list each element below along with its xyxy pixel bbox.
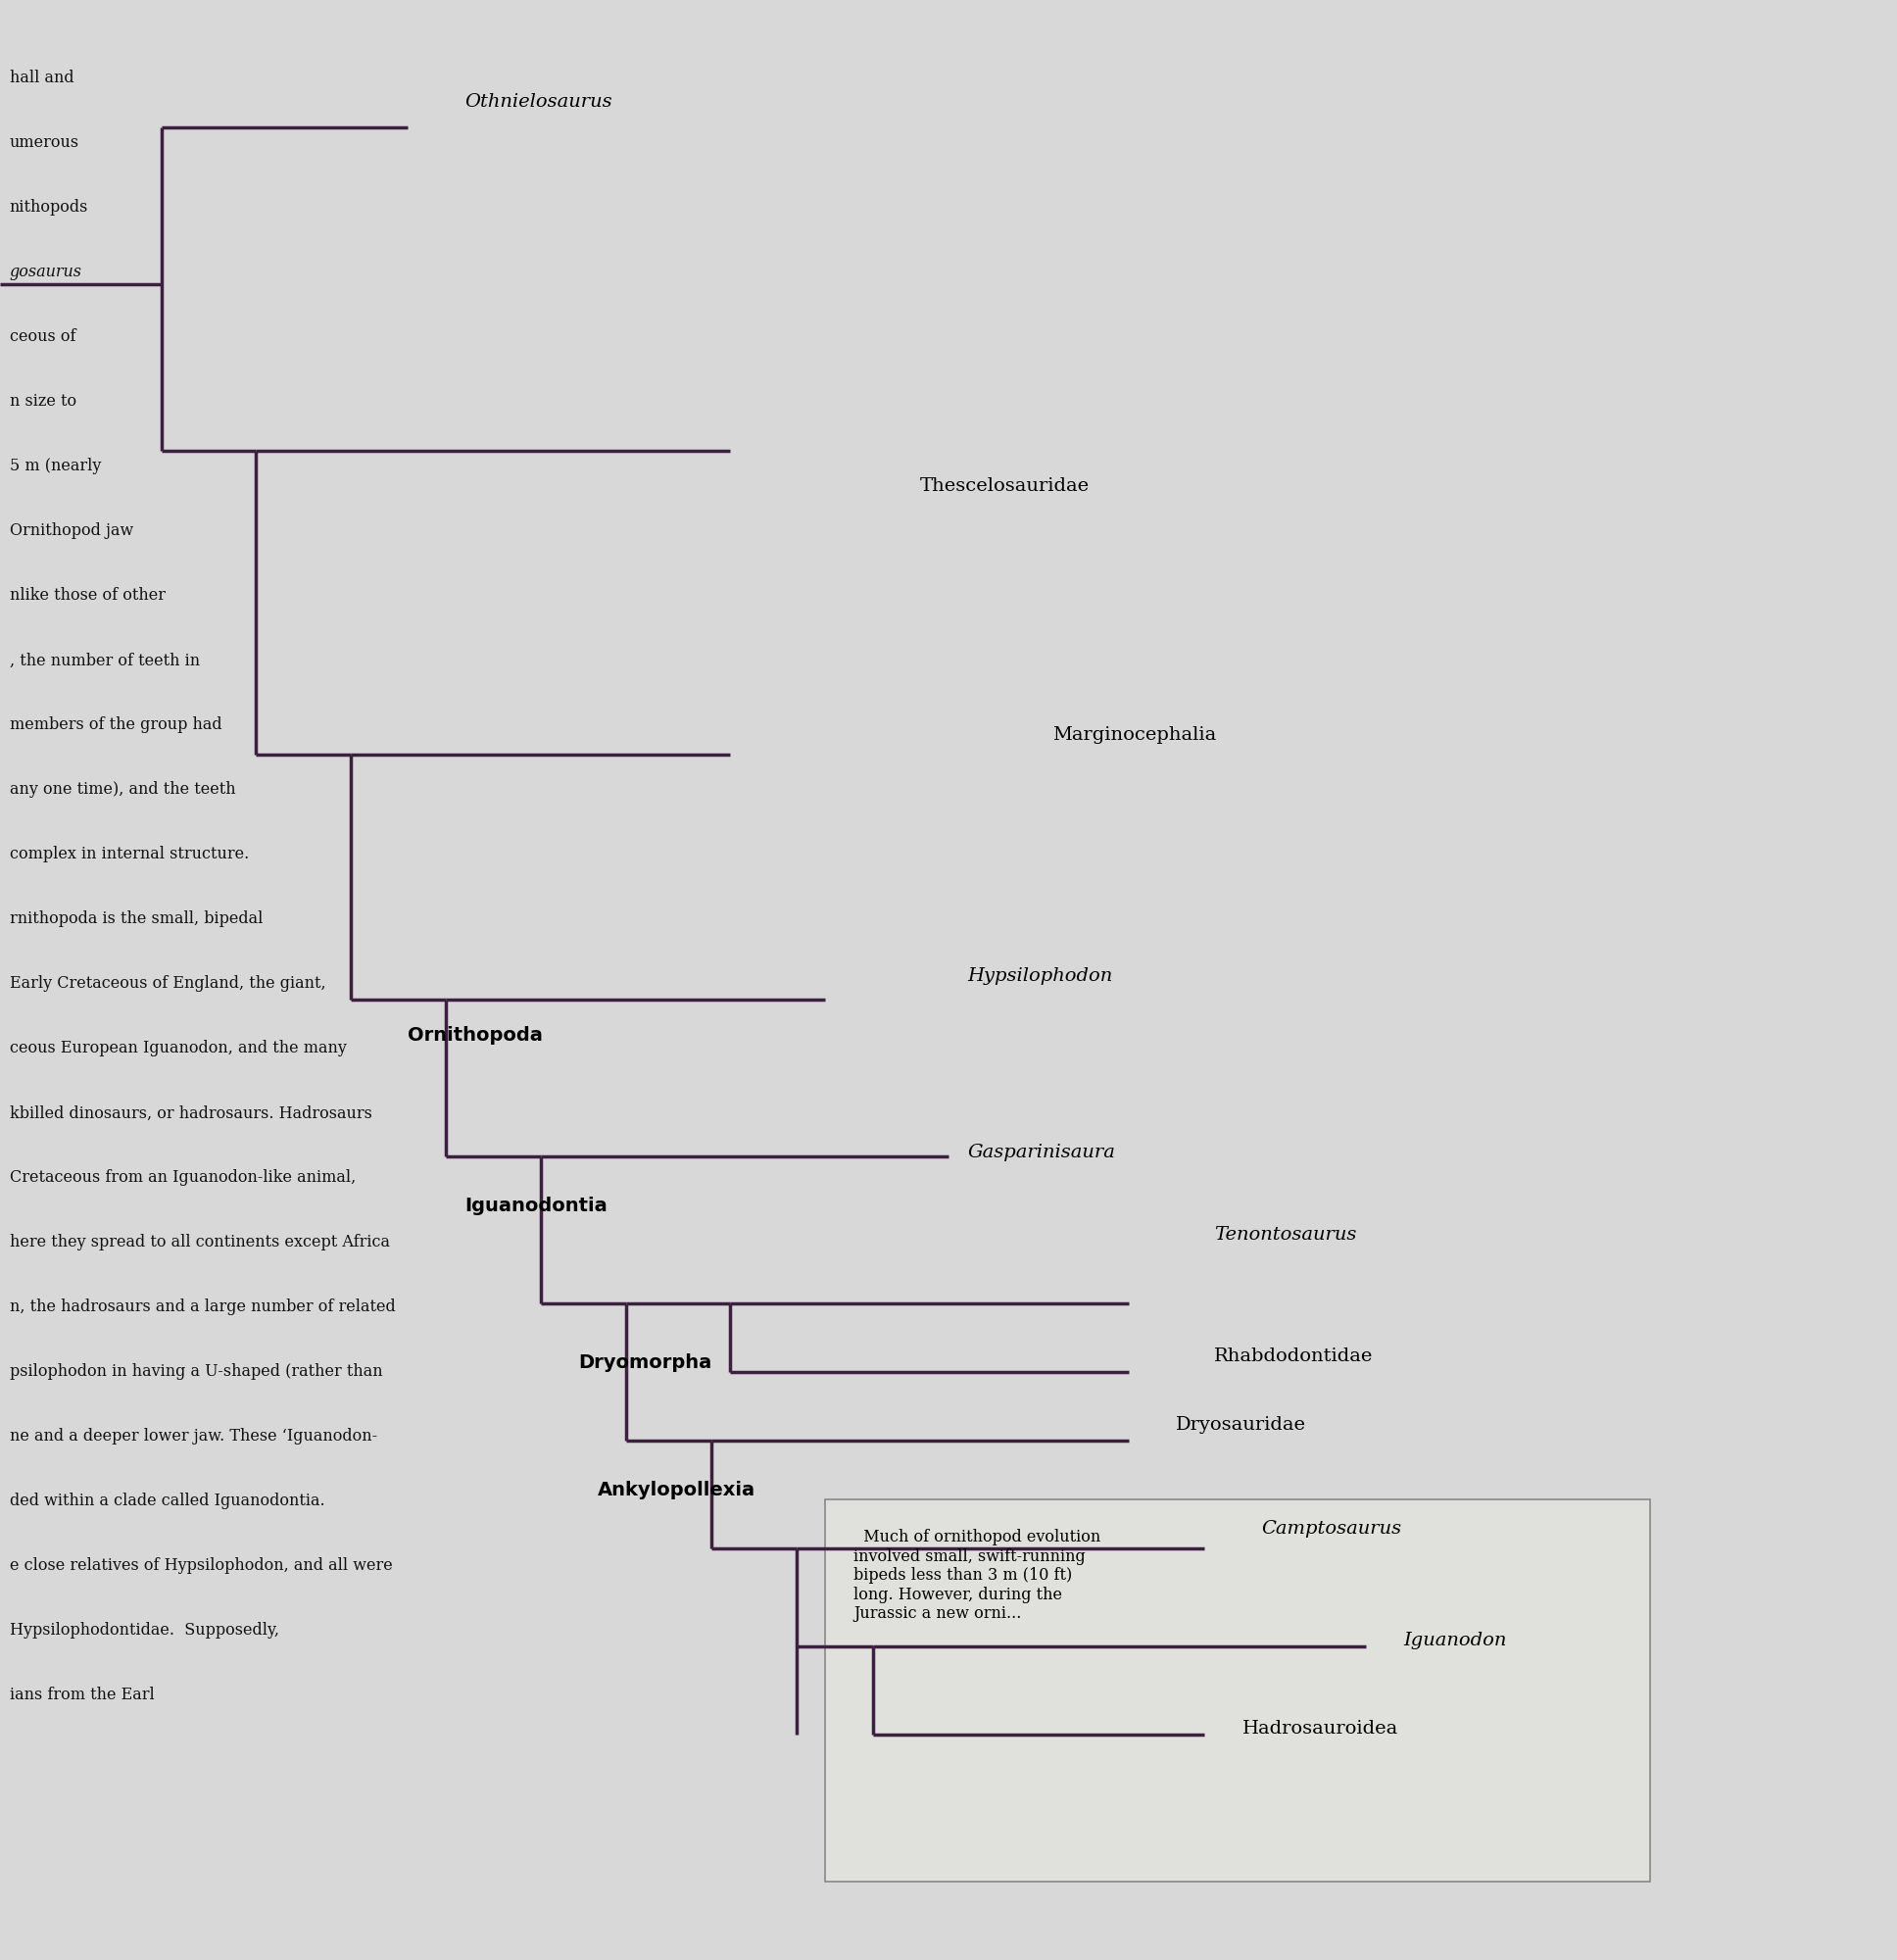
Text: Hypsilophodon: Hypsilophodon	[967, 966, 1114, 984]
Text: ded within a clade called Iguanodontia.: ded within a clade called Iguanodontia.	[9, 1494, 324, 1509]
Text: Iguanodontia: Iguanodontia	[465, 1196, 607, 1215]
Text: psilophodon in having a U-shaped (rather than: psilophodon in having a U-shaped (rather…	[9, 1364, 383, 1380]
Text: members of the group had: members of the group had	[9, 717, 222, 733]
Text: n size to: n size to	[9, 394, 76, 410]
Text: rnithopoda is the small, bipedal: rnithopoda is the small, bipedal	[9, 911, 262, 927]
Text: Gasparinisaura: Gasparinisaura	[967, 1145, 1115, 1160]
Text: complex in internal structure.: complex in internal structure.	[9, 847, 249, 862]
Text: Cretaceous from an Iguanodon-like animal,: Cretaceous from an Iguanodon-like animal…	[9, 1170, 355, 1186]
Text: ians from the Earl: ians from the Earl	[9, 1688, 154, 1703]
Text: Hadrosauroidea: Hadrosauroidea	[1243, 1721, 1398, 1737]
Text: umerous: umerous	[9, 135, 80, 151]
Text: Tenontosaurus: Tenontosaurus	[1214, 1227, 1356, 1245]
Text: Dryomorpha: Dryomorpha	[579, 1352, 711, 1372]
Text: Iguanodon: Iguanodon	[1404, 1631, 1506, 1650]
Text: Ornithopod jaw: Ornithopod jaw	[9, 523, 133, 539]
Text: Early Cretaceous of England, the giant,: Early Cretaceous of England, the giant,	[9, 976, 326, 992]
Text: Rhabdodontidae: Rhabdodontidae	[1214, 1348, 1373, 1364]
Text: nlike those of other: nlike those of other	[9, 588, 165, 604]
Text: Ornithopoda: Ornithopoda	[408, 1025, 543, 1045]
Text: ne and a deeper lower jaw. These ‘Iguanodon-: ne and a deeper lower jaw. These ‘Iguano…	[9, 1429, 378, 1445]
FancyBboxPatch shape	[825, 1499, 1650, 1882]
Text: Thescelosauridae: Thescelosauridae	[920, 476, 1089, 494]
Text: e close relatives of Hypsilophodon, and all were: e close relatives of Hypsilophodon, and …	[9, 1558, 393, 1574]
Text: Dryosauridae: Dryosauridae	[1176, 1415, 1307, 1435]
Text: ceous European Iguanodon, and the many: ceous European Iguanodon, and the many	[9, 1041, 347, 1056]
Text: here they spread to all continents except Africa: here they spread to all continents excep…	[9, 1235, 389, 1250]
Text: 5 m (nearly: 5 m (nearly	[9, 459, 101, 474]
Text: Camptosaurus: Camptosaurus	[1262, 1521, 1402, 1537]
Text: kbilled dinosaurs, or hadrosaurs. Hadrosaurs: kbilled dinosaurs, or hadrosaurs. Hadros…	[9, 1105, 372, 1121]
Text: hall and: hall and	[9, 71, 74, 86]
Text: nithopods: nithopods	[9, 200, 89, 216]
Text: Hypsilophodontidae.  Supposedly,: Hypsilophodontidae. Supposedly,	[9, 1623, 279, 1639]
Text: n, the hadrosaurs and a large number of related: n, the hadrosaurs and a large number of …	[9, 1299, 395, 1315]
Text: , the number of teeth in: , the number of teeth in	[9, 653, 199, 668]
Text: Ankylopollexia: Ankylopollexia	[598, 1480, 755, 1499]
Text: Marginocephalia: Marginocephalia	[1053, 725, 1216, 743]
Text: Much of ornithopod evolution
involved small, swift-running
bipeds less than 3 m : Much of ornithopod evolution involved sm…	[854, 1529, 1100, 1623]
Text: any one time), and the teeth: any one time), and the teeth	[9, 782, 235, 798]
Text: gosaurus: gosaurus	[9, 265, 82, 280]
Text: ceous of: ceous of	[9, 329, 76, 345]
Text: Othnielosaurus: Othnielosaurus	[465, 92, 613, 110]
